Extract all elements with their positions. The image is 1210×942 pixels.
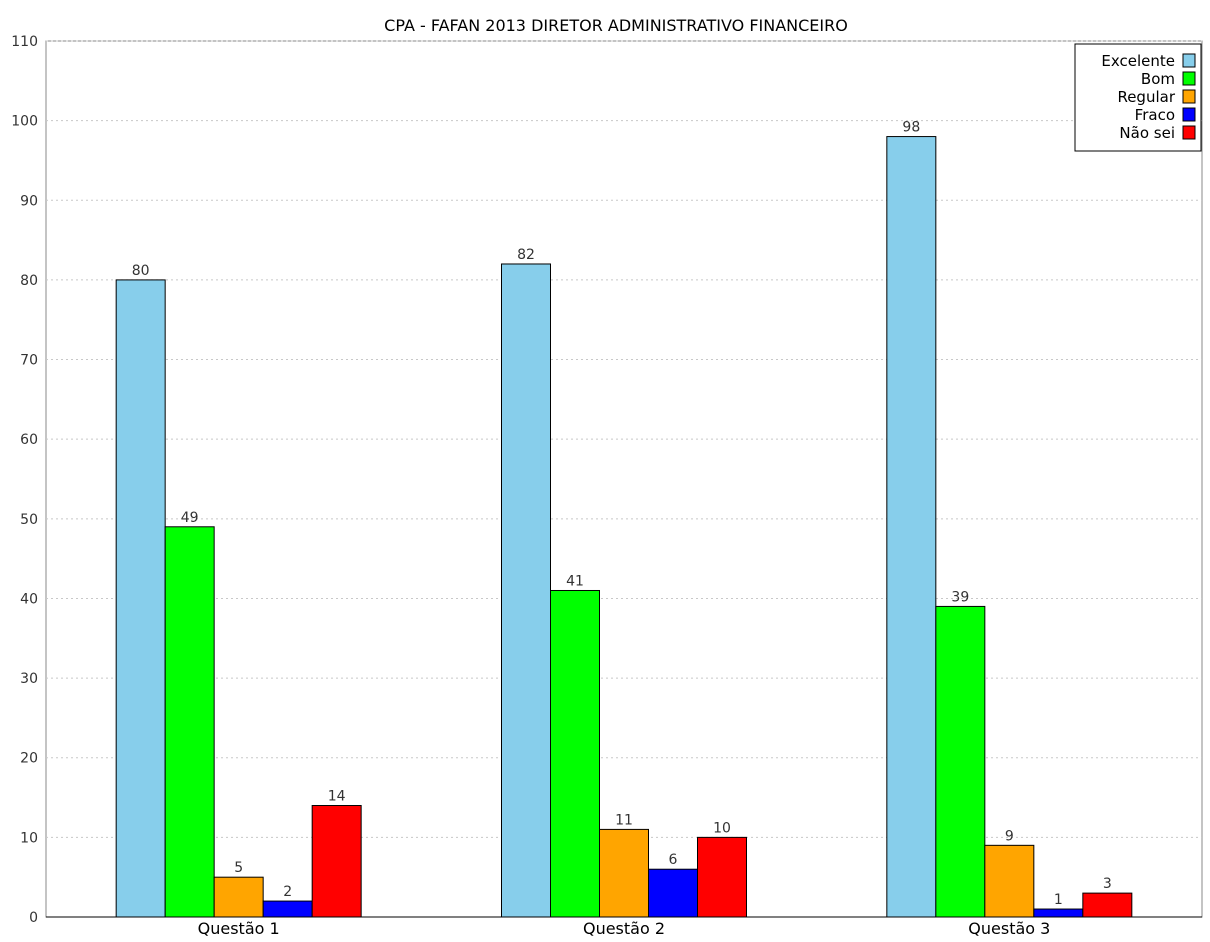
legend-swatch <box>1182 53 1196 68</box>
legend-label: Fraco <box>1135 106 1175 124</box>
data-label: 6 <box>669 852 678 868</box>
legend-swatch <box>1182 89 1196 104</box>
data-label: 49 <box>181 510 199 526</box>
legend-label: Regular <box>1117 88 1175 106</box>
data-label: 41 <box>566 573 584 589</box>
data-label: 2 <box>283 884 292 900</box>
data-label: 10 <box>713 820 731 836</box>
legend-label: Não sei <box>1119 124 1175 142</box>
data-label: 5 <box>234 860 243 876</box>
bar <box>984 844 1035 918</box>
bar <box>935 605 986 918</box>
legend-swatch <box>1182 71 1196 86</box>
legend-box <box>1074 43 1202 152</box>
legend-label: Bom <box>1141 70 1175 88</box>
y-tick-label: 10 <box>20 830 38 846</box>
data-label: 98 <box>902 120 920 136</box>
chart-title: CPA - FAFAN 2013 DIRETOR ADMINISTRATIVO … <box>384 16 848 35</box>
y-tick-label: 40 <box>20 591 38 607</box>
data-label: 14 <box>328 789 346 805</box>
y-tick-label: 70 <box>20 353 38 369</box>
data-label: 3 <box>1103 876 1112 892</box>
bar <box>697 836 747 918</box>
value-label-layer: 80 49 5 2 14 82 41 11 6 10 98 39 9 1 3 <box>132 120 1112 908</box>
bar <box>550 589 600 918</box>
data-label: 82 <box>517 247 535 263</box>
bar <box>164 526 215 918</box>
y-tick-label: 30 <box>20 671 38 687</box>
data-label: 1 <box>1054 892 1063 908</box>
x-tick-label: Questão 3 <box>968 919 1050 937</box>
data-label: 11 <box>615 812 633 828</box>
x-tick-label: Questão 2 <box>583 919 665 937</box>
bar <box>501 263 551 918</box>
y-tick-label: 60 <box>20 432 38 448</box>
bar <box>1082 892 1133 918</box>
bar <box>262 900 313 918</box>
legend-swatch <box>1182 125 1196 140</box>
legend-label: Excelente <box>1101 52 1175 70</box>
y-tick-label: 80 <box>20 273 38 289</box>
bar <box>311 805 362 918</box>
bar <box>1033 908 1084 918</box>
y-tick-label: 110 <box>11 34 38 50</box>
data-label: 39 <box>951 589 969 605</box>
y-tick-label: 0 <box>29 910 38 926</box>
y-tick-label: 50 <box>20 512 38 528</box>
bar <box>886 136 937 918</box>
bar <box>115 279 166 918</box>
y-tick-label: 90 <box>20 193 38 209</box>
legend-swatch <box>1182 107 1196 122</box>
bar <box>213 876 264 918</box>
y-tick-label: 20 <box>20 751 38 767</box>
data-label: 9 <box>1005 828 1014 844</box>
bar <box>599 828 649 918</box>
data-label: 80 <box>132 263 150 279</box>
bar <box>648 868 698 918</box>
bar-layer <box>115 136 1133 918</box>
y-tick-label: 100 <box>11 114 38 130</box>
x-tick-label: Questão 1 <box>198 919 280 937</box>
